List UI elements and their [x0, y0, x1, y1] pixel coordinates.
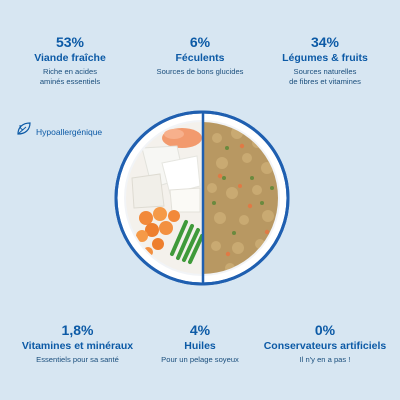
stat-vitamins-minerals: 1,8% Vitamines et minéraux Essentiels po… — [15, 322, 140, 365]
stat-subtitle: Sources de bons glucides — [156, 67, 244, 76]
stat-subtitle-2: de fibres et vitamines — [289, 77, 361, 86]
stat-title: Vitamines et minéraux — [21, 340, 134, 352]
stat-percent: 1,8% — [61, 322, 94, 338]
stat-preservatives: 0% Conservateurs artificiels Il n'y en a… — [255, 322, 395, 365]
stat-percent: 53% — [55, 34, 85, 50]
stat-percent: 4% — [189, 322, 211, 338]
stat-oils: 4% Huiles Pour un pelage soyeux — [145, 322, 255, 365]
stat-title: Conservateurs artificiels — [263, 340, 387, 352]
stat-percent: 6% — [189, 34, 211, 50]
leaf-icon — [16, 122, 32, 141]
stat-title: Féculents — [175, 52, 225, 64]
stat-subtitle: Pour un pelage soyeux — [161, 355, 239, 364]
stat-subtitle: Riche en acides — [42, 67, 98, 76]
stat-title: Légumes & fruits — [282, 52, 368, 64]
stat-subtitle: Sources naturelles — [293, 67, 357, 76]
stat-veg-fruits: 34% Légumes & fruits Sources naturelles … — [265, 34, 385, 87]
stat-subtitle: Essentiels pour sa santé — [36, 355, 119, 364]
hypoallergenic-label: Hypoallergénique — [36, 126, 103, 137]
stat-percent: 34% — [310, 34, 340, 50]
stat-title: Viande fraîche — [34, 52, 106, 64]
stat-subtitle-2: aminés essentiels — [39, 77, 101, 86]
food-plate-image — [112, 108, 292, 288]
stat-subtitle: Il n'y en a pas ! — [299, 355, 351, 364]
stat-fresh-meat: 53% Viande fraîche Riche en acides aminé… — [20, 34, 120, 87]
hypoallergenic-badge: Hypoallergénique — [16, 122, 102, 141]
stat-percent: 0% — [314, 322, 336, 338]
stat-title: Huiles — [184, 340, 216, 352]
stat-starches: 6% Féculents Sources de bons glucides — [140, 34, 260, 77]
